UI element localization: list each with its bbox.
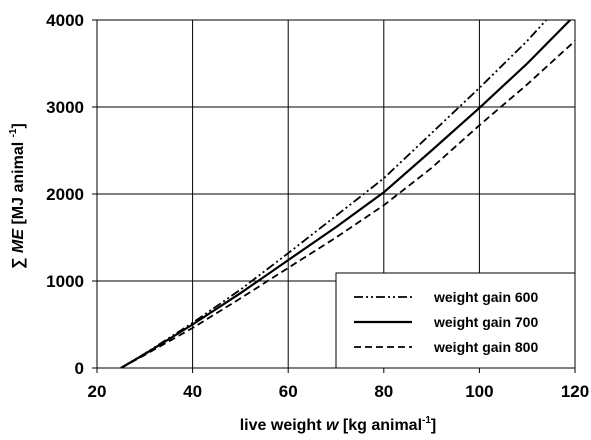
y-tick-label: 3000: [46, 98, 84, 117]
y-axis-label-var: ME: [10, 228, 27, 253]
y-axis-label-sum: ∑: [10, 253, 27, 269]
x-tick-label: 40: [183, 382, 202, 401]
x-tick-label: 80: [374, 382, 393, 401]
legend-label-1: weight gain 600: [433, 289, 538, 305]
legend-label-3: weight gain 800: [433, 339, 538, 355]
x-axis-label-prefix: live weight: [240, 417, 326, 434]
series-line-3: [120, 40, 575, 368]
series-layer: [120, 20, 575, 368]
x-tick-label: 100: [465, 382, 493, 401]
legend: weight gain 600 weight gain 700 weight gai…: [335, 272, 576, 369]
y-axis-label-close: ]: [10, 123, 27, 128]
x-tick-label: 120: [561, 382, 589, 401]
x-tick-label: 20: [88, 382, 107, 401]
x-axis-label-unit: [kg animal: [338, 417, 422, 434]
x-axis-label-var: w: [326, 417, 340, 434]
y-tick-label: 2000: [46, 185, 84, 204]
y-tick-label: 4000: [46, 11, 84, 30]
series-line-2: [120, 20, 571, 368]
x-axis-label-close: ]: [431, 417, 436, 434]
x-tick-label: 60: [279, 382, 298, 401]
plot-frame: [96, 19, 576, 369]
y-axis-label: ∑ ME [MJ animal -1]: [8, 123, 27, 269]
y-axis-label-unit: [MJ animal: [10, 137, 27, 229]
y-tick-label: 1000: [46, 272, 84, 291]
legend-label-2: weight gain 700: [433, 314, 538, 330]
y-tick-label: 0: [75, 359, 84, 378]
x-axis-label-sup: -1: [422, 415, 431, 426]
ticks: 20 40 60 80 100 120 0 1000 2000 3000 4000: [46, 11, 589, 401]
y-axis-label-sup: -1: [8, 128, 19, 137]
x-axis-label: live weight w [kg animal-1]: [240, 415, 437, 434]
